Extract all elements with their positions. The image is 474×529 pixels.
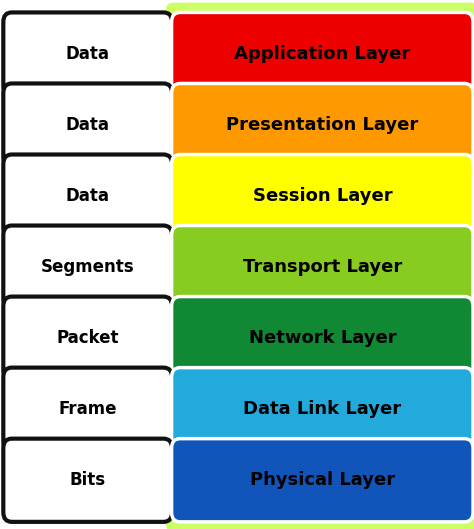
FancyBboxPatch shape: [172, 12, 473, 96]
FancyBboxPatch shape: [3, 439, 172, 522]
Text: Segments: Segments: [41, 258, 135, 276]
FancyBboxPatch shape: [3, 368, 172, 451]
FancyBboxPatch shape: [3, 84, 172, 167]
FancyBboxPatch shape: [172, 439, 473, 522]
Text: Packet: Packet: [56, 329, 119, 347]
FancyBboxPatch shape: [3, 297, 172, 380]
Text: Transport Layer: Transport Layer: [243, 258, 402, 276]
FancyBboxPatch shape: [172, 154, 473, 238]
FancyBboxPatch shape: [3, 154, 172, 238]
FancyBboxPatch shape: [166, 3, 474, 529]
Text: Presentation Layer: Presentation Layer: [226, 116, 419, 134]
Text: Bits: Bits: [70, 471, 106, 489]
Text: Network Layer: Network Layer: [248, 329, 396, 347]
Text: Data Link Layer: Data Link Layer: [243, 400, 401, 418]
Text: Data: Data: [66, 45, 109, 63]
FancyBboxPatch shape: [172, 297, 473, 380]
Text: Data: Data: [66, 116, 109, 134]
FancyBboxPatch shape: [172, 225, 473, 309]
Text: Session Layer: Session Layer: [253, 187, 392, 205]
Text: Data: Data: [66, 187, 109, 205]
FancyBboxPatch shape: [3, 225, 172, 309]
Text: Physical Layer: Physical Layer: [250, 471, 395, 489]
Text: Frame: Frame: [58, 400, 117, 418]
FancyBboxPatch shape: [3, 12, 172, 96]
FancyBboxPatch shape: [172, 368, 473, 451]
FancyBboxPatch shape: [172, 84, 473, 167]
Text: Application Layer: Application Layer: [234, 45, 410, 63]
